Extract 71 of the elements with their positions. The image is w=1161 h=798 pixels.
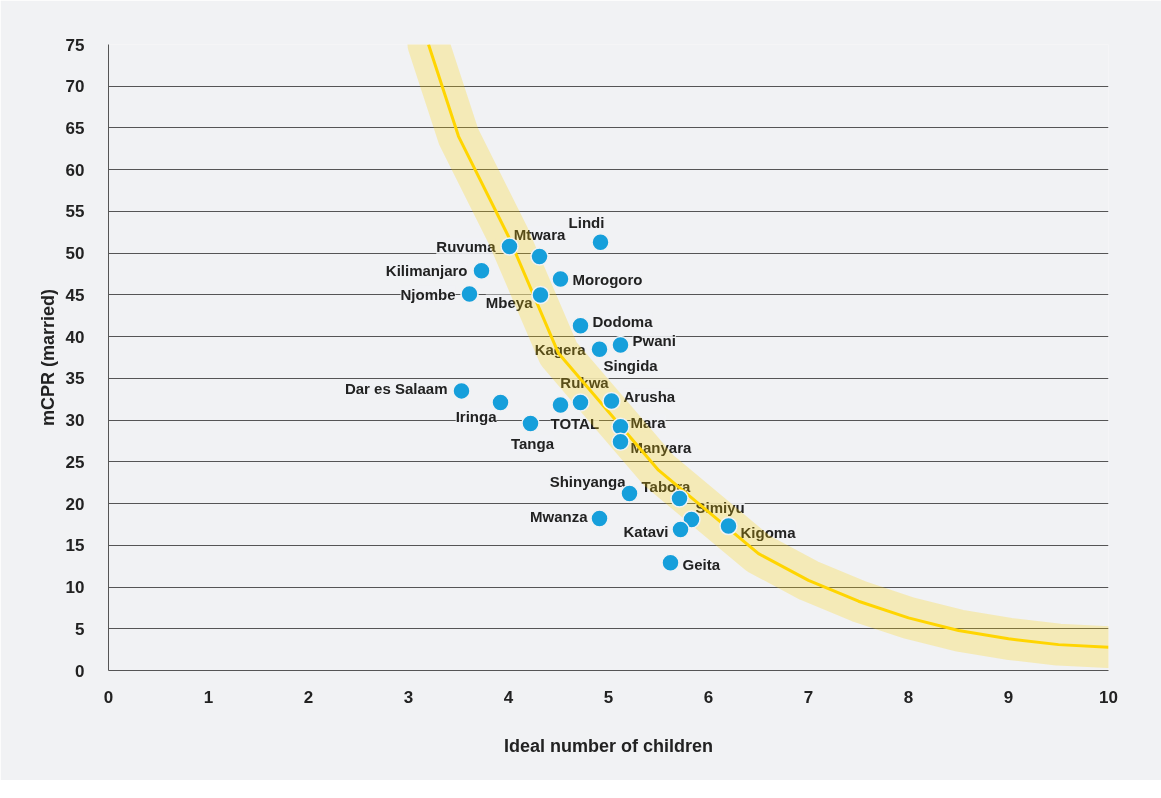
y-tick-label: 0 [75,661,85,681]
annotation: Dodoma [592,313,654,331]
x-tick-label: 4 [503,687,514,707]
y-tick-label: 20 [65,494,85,514]
point [671,520,690,539]
point [452,381,471,401]
point [602,391,621,411]
annotation: Pwani [632,332,676,350]
point [571,393,590,412]
point [661,553,680,573]
annotation: Shinyanga [549,473,627,491]
point [590,509,609,528]
x-tick-label: 8 [903,687,914,707]
y-tick-label: 25 [65,452,85,472]
x-axis-title: Ideal number of children [503,735,714,756]
y-tick-label: 30 [65,411,85,431]
annotation: Mbeya [485,294,534,312]
y-tick-label: 55 [65,202,85,222]
point [531,285,550,305]
annotation: TOTAL [550,414,600,432]
point [491,393,510,412]
x-tick-label: 7 [803,687,814,707]
annotation: Katavi [623,522,669,540]
x-tick-label: 6 [703,687,714,707]
y-tick-label: 10 [65,578,85,598]
point [460,284,479,304]
point [591,233,610,252]
y-tick-label: 70 [65,77,85,97]
y-tick-label: 45 [65,285,85,305]
annotation: Mwanza [529,508,589,526]
point [611,432,630,452]
point [551,269,570,289]
point [472,261,491,280]
annotation: Mara [630,414,667,432]
point [530,247,549,266]
point [590,339,609,359]
annotation: Singida [603,356,659,374]
annotation: Lindi [568,213,605,231]
y-tick-label: 5 [75,619,85,639]
y-axis-title: mCPR (married) [37,288,58,427]
annotation: Ruvuma [436,237,497,255]
annotation: Arusha [623,388,676,406]
y-tick-label: 35 [65,369,85,389]
annotation: Tanga [510,434,555,452]
point [611,335,630,355]
x-tick-label: 10 [1099,687,1118,707]
point [719,516,738,536]
x-tick-label: 1 [203,687,214,707]
point [571,316,590,336]
x-tick-label: 9 [1003,687,1014,707]
annotation: Kigoma [740,523,797,541]
annotation: Morogoro [572,270,643,288]
x-tick-label: 5 [603,687,614,707]
y-tick-label: 75 [65,35,85,55]
x-tick-label: 2 [303,687,314,707]
annotation: Dar es Salaam [344,380,448,398]
y-tick-label: 65 [65,118,85,138]
x-tick-label: 3 [403,687,414,707]
annotation: Geita [682,556,721,574]
annotation: Njombe [400,285,456,303]
point [521,414,540,433]
y-tick-label: 60 [65,160,85,180]
y-tick-label: 15 [65,536,85,556]
x-tick-label: 0 [103,687,114,707]
y-tick-label: 40 [65,327,85,347]
annotation: Mtwara [513,226,566,244]
y-tick-label: 50 [65,244,85,264]
point [551,395,570,415]
point [611,417,630,437]
annotation: Iringa [455,408,498,426]
annotation: Kilimanjaro [385,262,468,280]
